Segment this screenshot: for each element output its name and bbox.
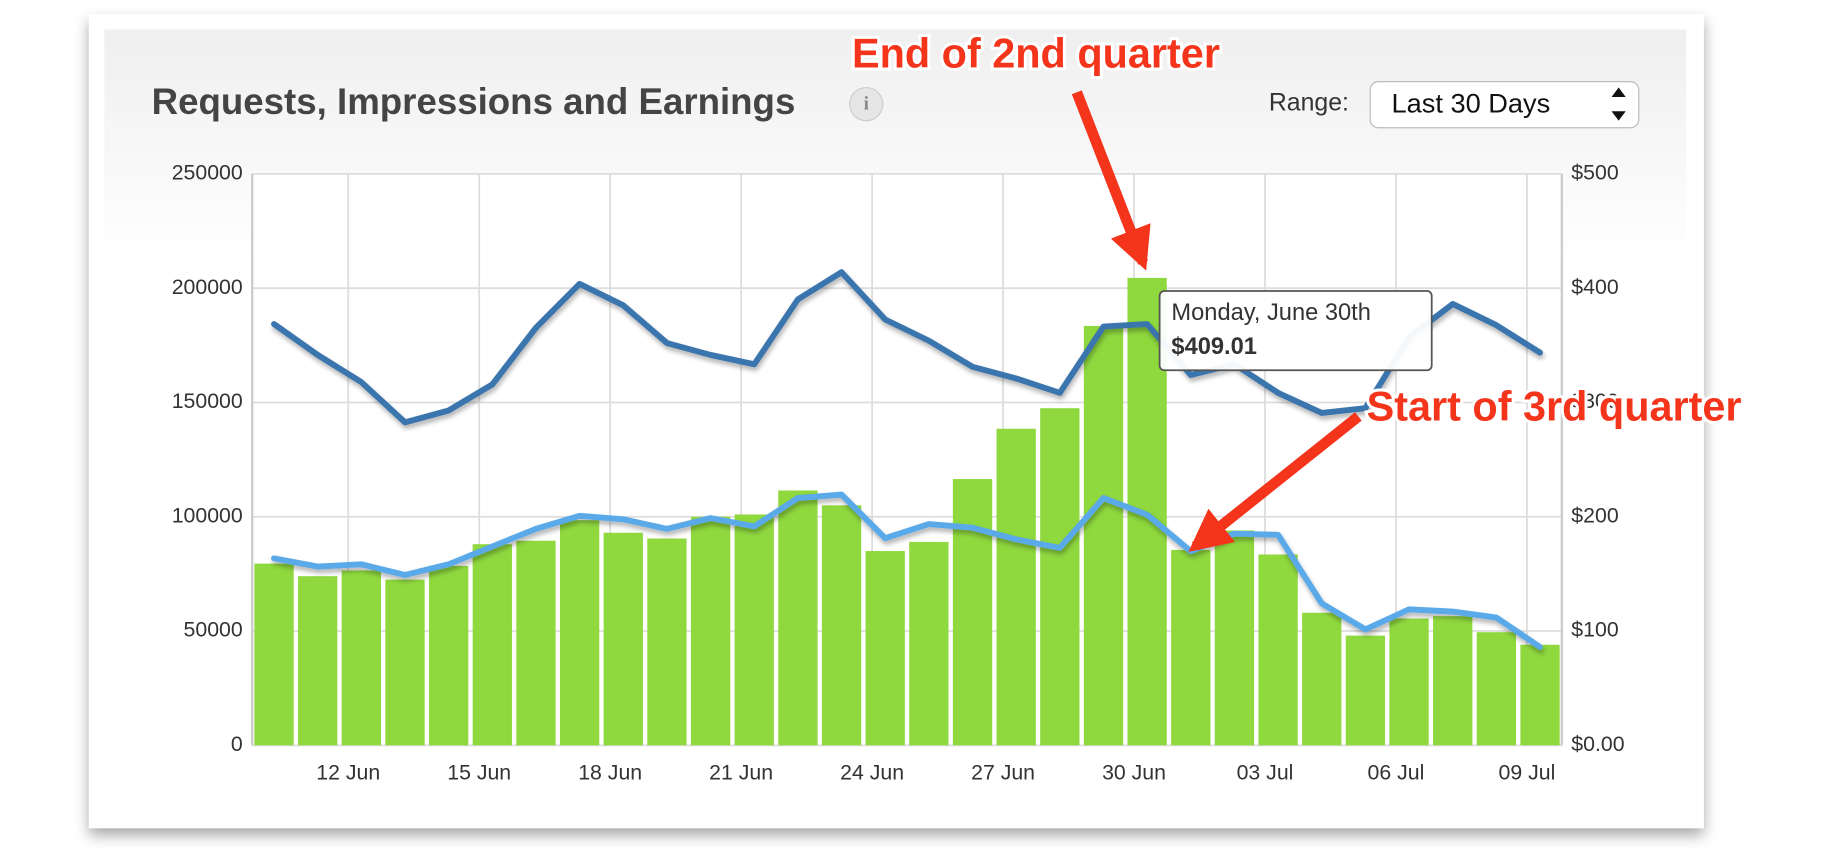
bar — [429, 565, 469, 746]
y2-tick-label: $100 — [1571, 618, 1618, 642]
bar — [1345, 635, 1386, 746]
bar — [1302, 612, 1342, 746]
chart-title: Requests, Impressions and Earnings — [152, 81, 796, 122]
x-tick-label: 06 Jul — [1368, 760, 1425, 784]
bar — [952, 479, 993, 746]
bar — [821, 505, 862, 746]
bar — [341, 570, 381, 746]
bar — [1083, 325, 1124, 746]
tooltip-value: $409.01 — [1171, 334, 1257, 360]
line — [271, 491, 1543, 651]
info-icon-text: i — [864, 94, 869, 115]
y2-tick-label: $0.00 — [1571, 732, 1624, 756]
line — [271, 269, 1543, 426]
select-arrows — [1611, 87, 1626, 121]
annotation: Start of 3rd quarter — [1367, 383, 1742, 429]
bar — [1040, 408, 1080, 746]
plot-area — [252, 173, 1562, 746]
y-tick-label: 100000 — [172, 503, 243, 527]
range-select[interactable] — [1369, 81, 1640, 129]
x-tick-label: 03 Jul — [1237, 760, 1294, 784]
bar — [778, 490, 818, 746]
bar — [298, 576, 338, 746]
y-tick-label: 50000 — [184, 618, 243, 642]
bar — [1214, 530, 1255, 746]
bar — [1171, 549, 1211, 746]
y-tick-label: 250000 — [172, 161, 243, 185]
tooltip — [1158, 290, 1433, 372]
bar — [385, 579, 425, 746]
bar — [1433, 616, 1473, 746]
bar — [603, 532, 643, 746]
bar — [647, 538, 687, 746]
bar — [472, 544, 512, 746]
y2-tick-label: $400 — [1571, 275, 1618, 299]
x-tick-label: 12 Jun — [316, 760, 380, 784]
bar — [1389, 618, 1429, 746]
bar — [254, 563, 294, 746]
annotation: End of 2nd quarter — [852, 31, 1220, 77]
y2-tick-label: $200 — [1571, 503, 1618, 527]
y2-tick-label: $500 — [1571, 161, 1618, 185]
bar — [1520, 644, 1560, 746]
info-icon[interactable] — [849, 86, 884, 122]
x-tick-label: 21 Jun — [709, 760, 773, 784]
bar — [690, 516, 731, 746]
arrow — [1071, 90, 1151, 271]
arrow — [1188, 412, 1362, 552]
x-tick-label: 09 Jul — [1499, 760, 1556, 784]
bar — [996, 428, 1036, 746]
bar — [909, 541, 949, 746]
y-tick-label: 200000 — [172, 275, 243, 299]
x-tick-label: 30 Jun — [1102, 760, 1166, 784]
x-tick-label: 24 Jun — [840, 760, 904, 784]
y-tick-label: 150000 — [172, 389, 243, 413]
range-label: Range: — [1269, 90, 1349, 117]
tooltip-title: Monday, June 30th — [1171, 300, 1370, 326]
x-tick-label: 18 Jun — [578, 760, 642, 784]
bar — [516, 540, 556, 746]
range-value: Last 30 Days — [1391, 87, 1550, 118]
bar — [1476, 632, 1517, 746]
bar — [1258, 554, 1298, 746]
bar — [865, 551, 905, 746]
bar — [559, 520, 600, 746]
y-tick-label: 0 — [231, 732, 243, 756]
bar — [734, 514, 774, 746]
x-tick-label: 27 Jun — [971, 760, 1035, 784]
x-tick-label: 15 Jun — [447, 760, 511, 784]
y2-tick-label: $300 — [1571, 389, 1618, 413]
